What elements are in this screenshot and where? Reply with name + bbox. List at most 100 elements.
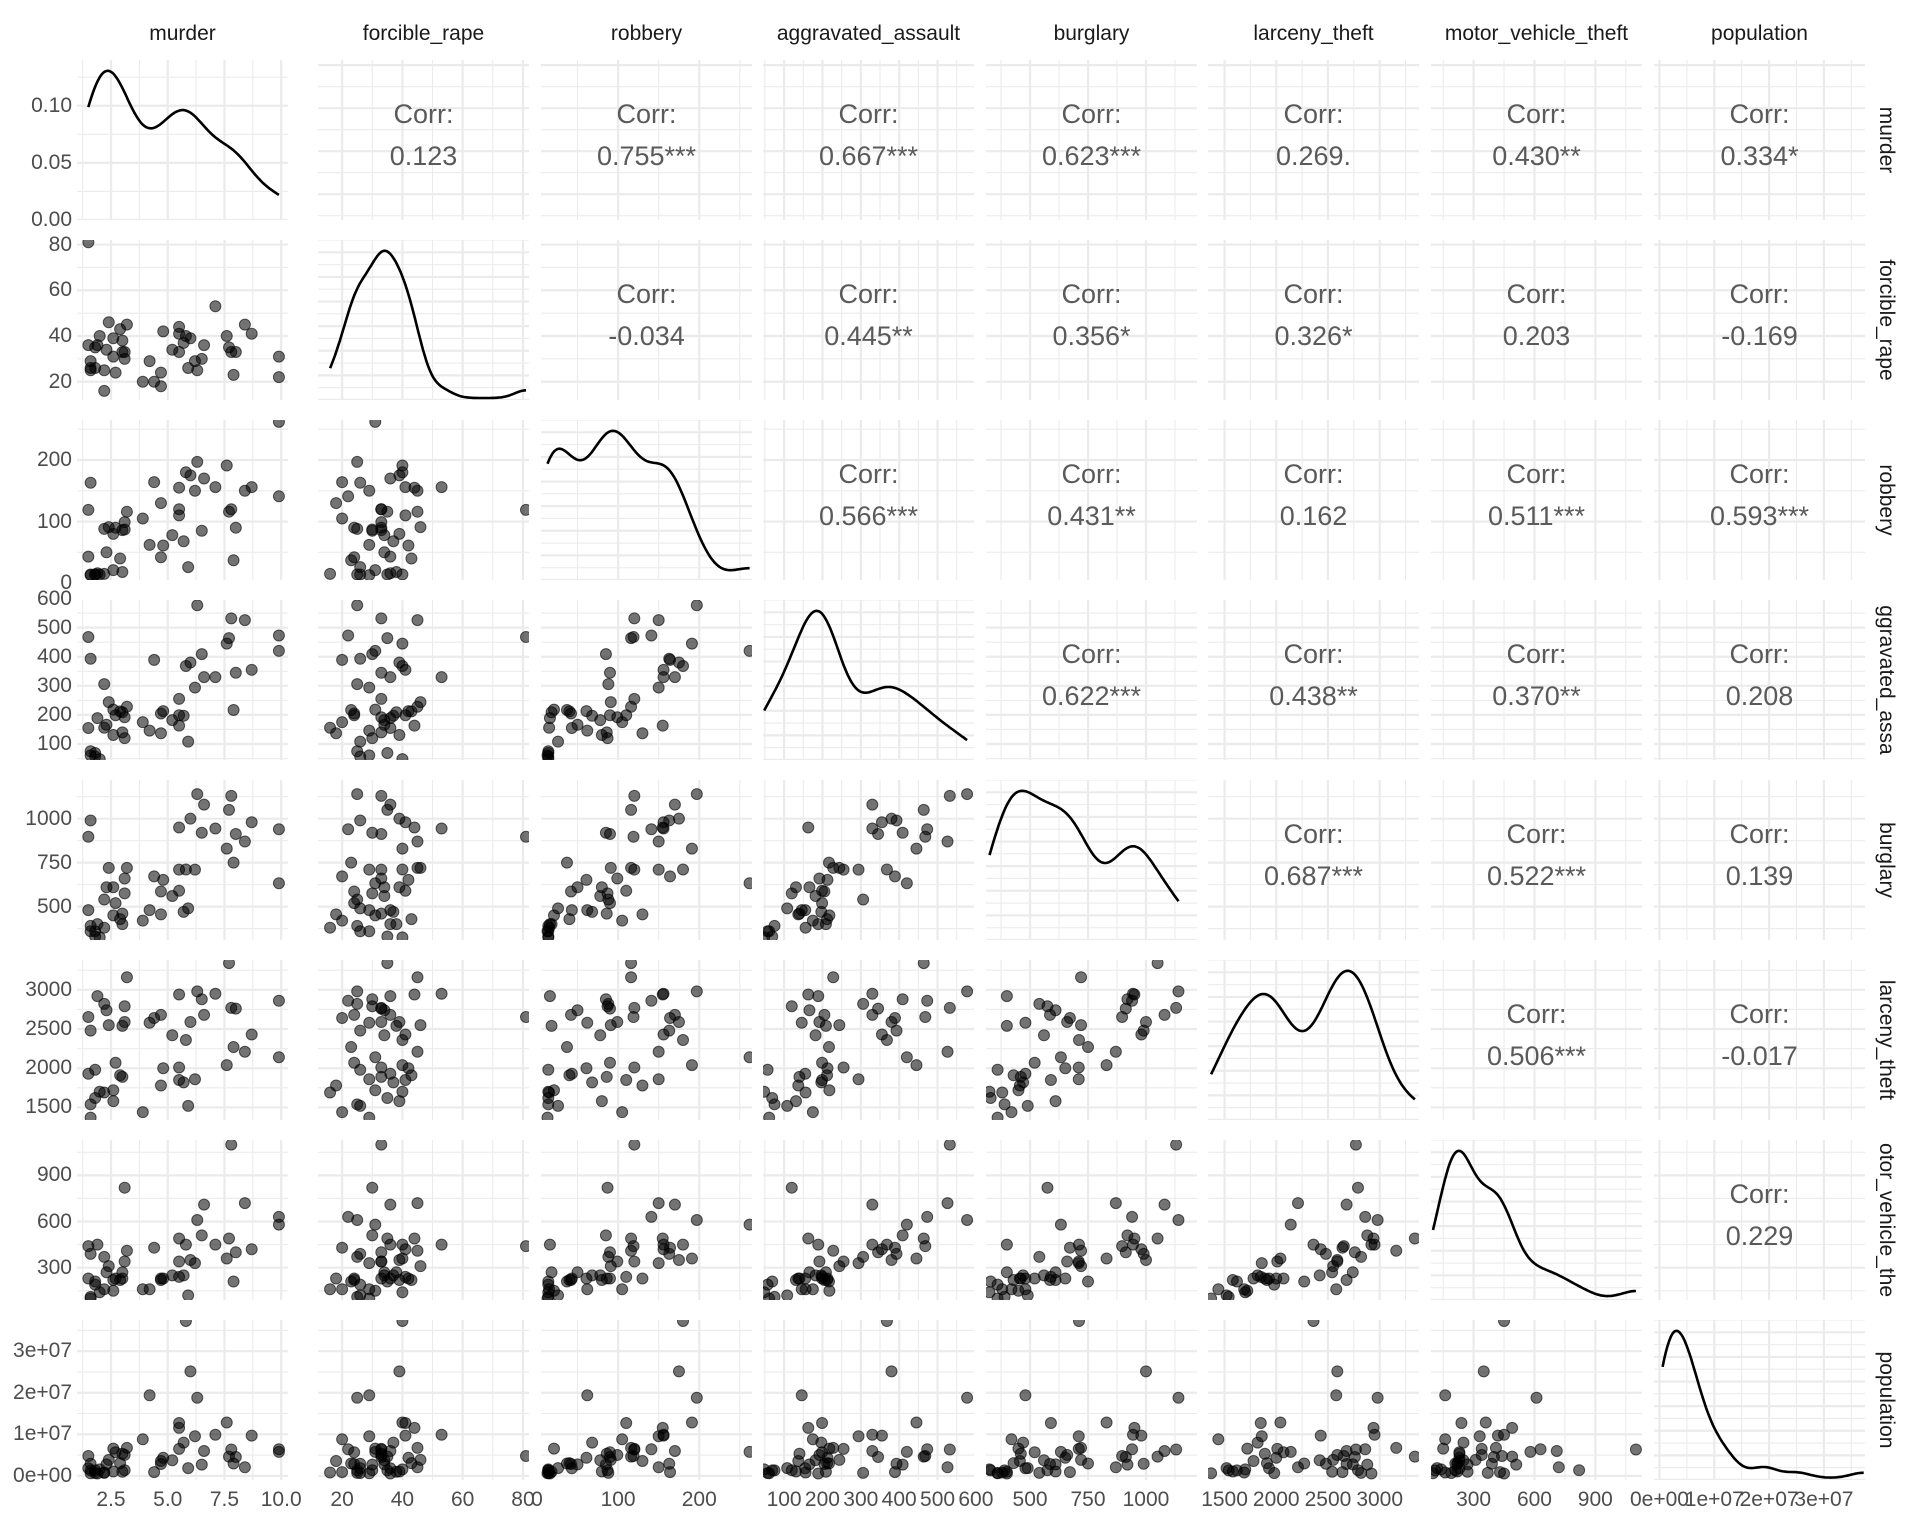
corr-panel-motor-vehicle-theft-population xyxy=(1654,1140,1865,1300)
scatter-point xyxy=(375,503,388,516)
density-curve xyxy=(763,609,968,742)
scatter-point xyxy=(195,993,208,1006)
density-panel-larceny-theft-larceny-theft xyxy=(1208,960,1419,1120)
column-label-murder: murder xyxy=(149,22,216,45)
scatter-point xyxy=(543,918,556,931)
scatter-point xyxy=(154,885,167,898)
scatter-point xyxy=(184,469,197,482)
scatter-point xyxy=(625,700,638,713)
scatter-point xyxy=(363,538,376,551)
scatter-point xyxy=(120,971,133,984)
scatter-point xyxy=(866,1198,879,1211)
scatter-point xyxy=(177,1269,190,1282)
scatter-point xyxy=(866,1008,879,1021)
scatter-point xyxy=(813,1255,826,1268)
corr-panel-murder-forcible-rape xyxy=(318,60,529,220)
scatter-point xyxy=(109,521,122,534)
scatter-point xyxy=(1277,1272,1290,1285)
scatter-point xyxy=(1021,1289,1034,1300)
corr-prefix: Corr: xyxy=(1061,459,1122,489)
scatter-point xyxy=(1346,1458,1359,1471)
scatter-point xyxy=(888,870,901,883)
scatter-point xyxy=(393,728,406,741)
scatter-point xyxy=(435,1428,448,1441)
scatter-point xyxy=(229,521,242,534)
column-label-larceny-theft: larceny_theft xyxy=(1253,22,1374,45)
scatter-point xyxy=(220,330,233,342)
scatter-point xyxy=(408,719,421,732)
scatter-point xyxy=(225,1001,238,1014)
scatter-point xyxy=(1208,1467,1218,1480)
scatter-point xyxy=(348,1056,361,1069)
scatter-point xyxy=(1054,1445,1067,1458)
scatter-point xyxy=(961,788,974,801)
scatter-point xyxy=(396,459,409,472)
corr-prefix: Corr: xyxy=(1283,819,1344,849)
scatter-point xyxy=(656,821,669,834)
scatter-point xyxy=(1063,1012,1076,1025)
scatter-point xyxy=(1158,1198,1171,1211)
scatter-point xyxy=(818,1008,831,1021)
scatter-point xyxy=(1059,1062,1072,1075)
y-tick-label: 200 xyxy=(36,702,72,726)
scatter-point xyxy=(238,835,251,848)
scatter-point xyxy=(225,789,238,802)
scatter-point xyxy=(668,798,681,811)
scatter-point xyxy=(541,749,554,760)
scatter-point xyxy=(943,1001,956,1014)
scatter-point xyxy=(781,1289,794,1300)
scatter-point xyxy=(1170,1140,1183,1151)
scatter-point xyxy=(363,1111,376,1120)
scatter-panel-forcible-rape-murder xyxy=(77,240,288,400)
scatter-point xyxy=(656,719,669,732)
scatter-point xyxy=(888,1466,901,1479)
scatter-point xyxy=(586,905,599,918)
scatter-point xyxy=(157,539,170,552)
corr-prefix: Corr: xyxy=(1506,459,1567,489)
scatter-point xyxy=(677,1320,690,1328)
scatter-point xyxy=(411,1441,424,1454)
scatter-point xyxy=(109,897,122,910)
scatter-point xyxy=(209,481,222,494)
scatter-point xyxy=(245,816,258,829)
scatter-point xyxy=(225,503,238,516)
scatter-point xyxy=(991,1111,1004,1120)
scatter-point xyxy=(910,1252,923,1265)
scatter-point xyxy=(896,993,909,1006)
corr-prefix: Corr: xyxy=(1729,99,1790,129)
y-tick-label: 0.00 xyxy=(31,208,72,231)
scatter-point xyxy=(120,1441,133,1454)
scatter-point xyxy=(375,1443,388,1456)
scatter-point xyxy=(366,993,379,1006)
scatter-point xyxy=(82,240,95,249)
scatter-point xyxy=(1109,1461,1122,1474)
scatter-point xyxy=(1348,1246,1361,1259)
scatter-point xyxy=(1506,1421,1519,1434)
scatter-point xyxy=(91,990,104,1003)
x-tick-label: 100 xyxy=(766,1488,802,1511)
scatter-point xyxy=(616,914,629,927)
scatter-panel-larceny-theft-aggravated-assault xyxy=(763,960,974,1120)
scatter-point xyxy=(1336,1241,1349,1254)
scatter-point xyxy=(245,1429,258,1442)
scatter-point xyxy=(408,821,421,834)
scatter-point xyxy=(100,1458,113,1471)
scatter-point xyxy=(1119,1246,1132,1259)
scatter-point xyxy=(393,1015,406,1028)
scatter-panel-motor-vehicle-theft-murder xyxy=(77,1140,288,1300)
scatter-point xyxy=(795,1016,808,1029)
scatter-point xyxy=(1212,1283,1225,1296)
scatter-point xyxy=(785,1000,798,1013)
scatter-point xyxy=(351,1214,364,1226)
scatter-point xyxy=(1075,1441,1088,1454)
scatter-point xyxy=(620,1417,633,1430)
scatter-point xyxy=(1054,1051,1067,1064)
scatter-point xyxy=(743,1051,752,1064)
corr-value: 0.229 xyxy=(1725,1221,1794,1251)
scatter-point xyxy=(543,1467,556,1480)
scatter-point xyxy=(173,1232,186,1245)
scatter-point xyxy=(238,484,251,497)
scatter-point xyxy=(366,1181,379,1194)
scatter-point xyxy=(1037,1454,1050,1467)
scatter-point xyxy=(802,988,815,1001)
